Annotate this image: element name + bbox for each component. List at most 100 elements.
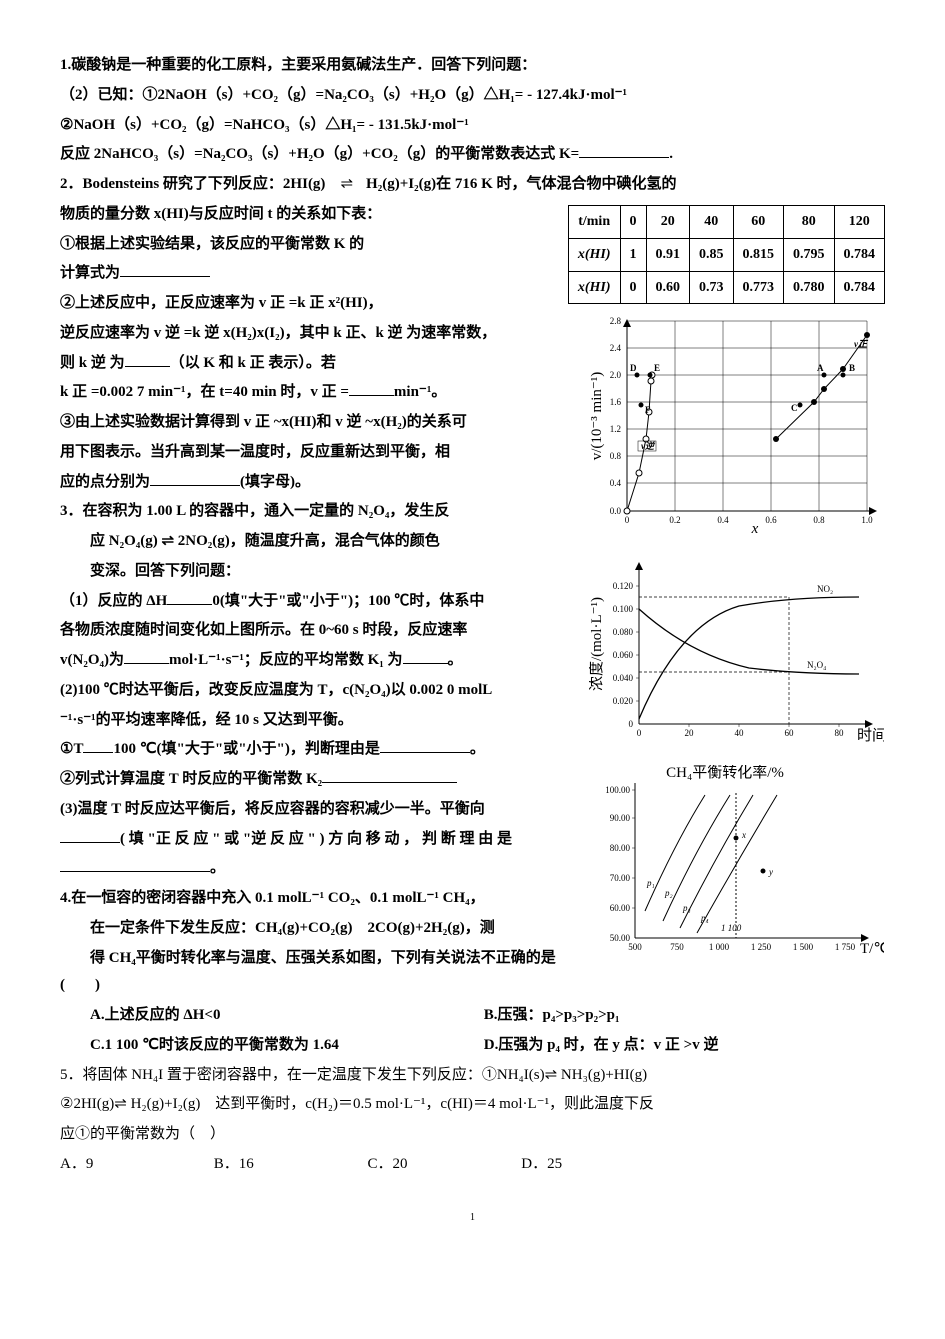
svg-text:1 250: 1 250 [751, 942, 772, 952]
page-number: 1 [60, 1209, 885, 1228]
svg-text:v逆: v逆 [641, 441, 656, 451]
svg-text:1 750: 1 750 [835, 942, 856, 952]
svg-text:y: y [768, 867, 773, 877]
q4-opts-row1: A.上述反应的 ΔH<0 B.压强：p₄>p₃>p₂>p₁ [60, 1002, 885, 1030]
q5-l2: ②2HI(g)⇌ H₂(g)+I₂(g) 达到平衡时，c(H₂)＝0.5 mol… [60, 1091, 885, 1119]
svg-text:1.2: 1.2 [610, 424, 621, 434]
svg-text:B: B [849, 363, 855, 373]
q1-eq2: ②NaOH（s）+CO₂（g）=NaHCO₃（s）△H₁= - 131.5kJ·… [60, 112, 885, 140]
svg-text:0.020: 0.020 [613, 696, 634, 706]
svg-text:0.4: 0.4 [610, 478, 622, 488]
blank[interactable] [322, 767, 457, 783]
svg-text:100.00: 100.00 [605, 785, 630, 795]
svg-text:70.00: 70.00 [610, 873, 631, 883]
svg-text:C: C [791, 403, 798, 413]
option-c[interactable]: C.1 100 ℃时该反应的平衡常数为 1.64 [60, 1032, 480, 1060]
svg-text:80.00: 80.00 [610, 843, 631, 853]
q5-l3: 应①的平衡常数为（ ） [60, 1121, 885, 1149]
blank[interactable] [380, 737, 470, 753]
blank[interactable] [124, 648, 169, 664]
svg-text:A: A [817, 363, 824, 373]
q2-chart: 0.0 0.4 0.8 1.2 1.6 2.0 2.4 2.8 0 0.2 0.4 0.6 0.8 1.… [588, 312, 885, 545]
q3-chart: 0 0.020 0.040 0.060 0.080 0.100 0.120 0 20 40 60 8… [588, 553, 885, 756]
svg-text:E: E [654, 363, 660, 373]
svg-text:x: x [741, 830, 746, 840]
q5-opts: A．9 B．16 C．20 D．25 [60, 1151, 885, 1179]
svg-text:2.8: 2.8 [610, 316, 622, 326]
q2-lead: 2．Bodensteins 研究了下列反应：2HI(g) ⇌ H₂(g)+I₂(… [60, 171, 885, 199]
svg-text:0.0: 0.0 [610, 506, 622, 516]
svg-text:20: 20 [685, 728, 695, 738]
blank[interactable] [167, 589, 212, 605]
svg-text:D: D [630, 363, 637, 373]
svg-text:0.100: 0.100 [613, 604, 634, 614]
q1-eq1: （2）已知：①2NaOH（s）+CO₂（g）=Na₂CO₃（s）+H₂O（g）△… [60, 82, 885, 110]
svg-text:x: x [751, 521, 759, 533]
svg-text:750: 750 [670, 942, 684, 952]
svg-text:1 500: 1 500 [793, 942, 814, 952]
svg-text:0: 0 [629, 719, 634, 729]
svg-text:60.00: 60.00 [610, 903, 631, 913]
blank[interactable] [349, 380, 394, 396]
svg-text:p₁: p₁ [646, 878, 655, 888]
q2-data-table: t/min020406080120 x(HI)10.910.850.8150.7… [568, 205, 885, 305]
q1-lead: 1.碳酸钠是一种重要的化工原料，主要采用氨碱法生产．回答下列问题： [60, 52, 885, 80]
svg-text:0.120: 0.120 [613, 581, 634, 591]
svg-text:浓度/(mol·L⁻¹): 浓度/(mol·L⁻¹) [589, 597, 605, 691]
option-c[interactable]: C．20 [368, 1151, 518, 1179]
svg-text:60: 60 [785, 728, 795, 738]
option-d[interactable]: D.压强为 p₄ 时，在 y 点：v 正 >v 逆 [484, 1037, 719, 1053]
blank[interactable] [150, 470, 240, 486]
svg-text:0: 0 [637, 728, 642, 738]
svg-text:v/(10⁻³ min⁻¹): v/(10⁻³ min⁻¹) [589, 372, 605, 461]
blank[interactable] [60, 827, 120, 843]
svg-text:0.060: 0.060 [613, 650, 634, 660]
svg-text:0.8: 0.8 [813, 515, 825, 525]
svg-text:N₂O₄: N₂O₄ [807, 660, 826, 670]
q1-ask: 反应 2NaHCO₃（s）=Na₂CO₃（s）+H₂O（g）+CO₂（g）的平衡… [60, 141, 885, 169]
svg-text:0.8: 0.8 [610, 451, 622, 461]
q4-chart: CH₄平衡转化率/% 50.0060.0070.0080.0090.00100.… [588, 764, 885, 972]
q5-l1: 5．将固体 NH₄I 置于密闭容器中，在一定温度下发生下列反应：①NH₄I(s)… [60, 1062, 885, 1090]
option-a[interactable]: A.上述反应的 ΔH<0 [60, 1002, 480, 1030]
svg-text:p₂: p₂ [664, 888, 673, 898]
option-b[interactable]: B．16 [214, 1151, 364, 1179]
svg-text:40: 40 [735, 728, 745, 738]
table-row: t/min020406080120 [568, 205, 884, 238]
svg-text:500: 500 [628, 942, 642, 952]
option-a[interactable]: A．9 [60, 1151, 210, 1179]
svg-text:v正: v正 [854, 339, 869, 349]
svg-text:1.0: 1.0 [861, 515, 873, 525]
svg-text:p₃: p₃ [682, 903, 691, 913]
table-row: x(HI)00.600.730.7730.7800.784 [568, 271, 884, 304]
svg-text:0.6: 0.6 [765, 515, 777, 525]
svg-text:2.4: 2.4 [610, 343, 622, 353]
blank[interactable] [403, 648, 448, 664]
table-row: x(HI)10.910.850.8150.7950.784 [568, 238, 884, 271]
svg-text:T/℃: T/℃ [860, 941, 884, 957]
blank[interactable] [579, 142, 669, 158]
svg-text:CH₄平衡转化率/%: CH₄平衡转化率/% [666, 765, 784, 781]
blank[interactable] [120, 261, 210, 277]
svg-text:时间/s: 时间/s [857, 727, 884, 744]
q4-opts-row2: C.1 100 ℃时该反应的平衡常数为 1.64 D.压强为 p₄ 时，在 y … [60, 1032, 885, 1060]
svg-text:1.6: 1.6 [610, 397, 622, 407]
svg-text:90.00: 90.00 [610, 813, 631, 823]
svg-text:1 000: 1 000 [709, 942, 730, 952]
option-d[interactable]: D．25 [521, 1151, 671, 1179]
svg-text:0.4: 0.4 [717, 515, 729, 525]
svg-text:0: 0 [625, 515, 630, 525]
blank[interactable] [125, 351, 170, 367]
option-b[interactable]: B.压强：p₄>p₃>p₂>p₁ [484, 1007, 620, 1023]
svg-text:F: F [645, 405, 651, 415]
svg-text:1 100: 1 100 [721, 923, 742, 933]
svg-text:NO₂: NO₂ [817, 584, 833, 594]
svg-text:2.0: 2.0 [610, 370, 622, 380]
svg-text:p₄: p₄ [700, 913, 709, 923]
svg-text:0.080: 0.080 [613, 627, 634, 637]
svg-text:0.040: 0.040 [613, 673, 634, 683]
svg-text:80: 80 [835, 728, 845, 738]
blank[interactable] [60, 856, 210, 872]
blank[interactable] [83, 737, 113, 753]
svg-text:0.2: 0.2 [669, 515, 680, 525]
